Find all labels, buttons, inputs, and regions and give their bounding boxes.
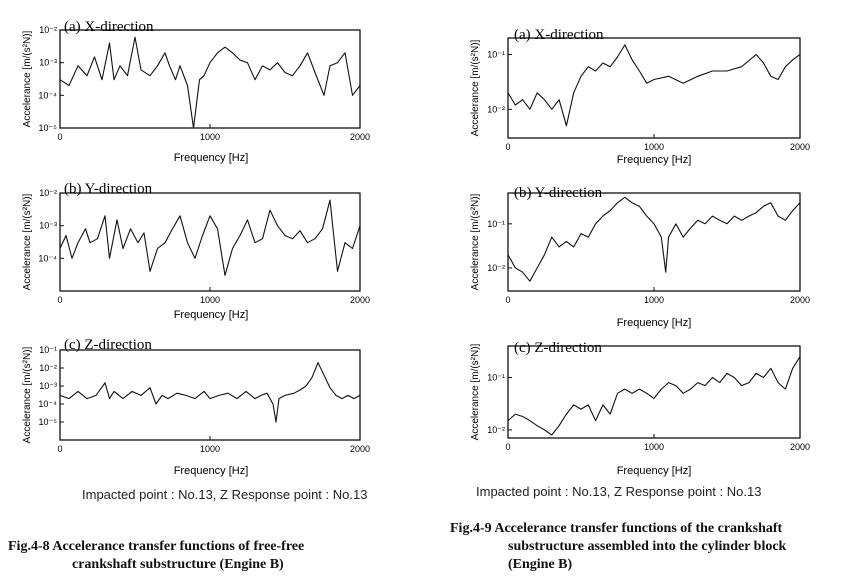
y-tick-label: 10⁻²: [487, 104, 505, 114]
plot-frame: [59, 349, 361, 441]
left-caption-line-2: crankshaft substructure (Engine B): [72, 557, 284, 572]
series-line: [507, 356, 801, 436]
series-line: [507, 196, 801, 282]
x-axis-label: Frequency [Hz]: [174, 309, 249, 321]
chart-panel-right-b: (b) Y-direction Accelerance [m/(s²N)] Freq…: [470, 185, 810, 329]
y-tick-label: 10⁻⁴: [38, 253, 57, 263]
y-tick-label: 10⁻⁵: [39, 417, 58, 427]
x-tick-label: 2000: [790, 295, 810, 305]
x-tick-label: 2000: [350, 295, 370, 305]
x-tick-label: 0: [57, 132, 62, 142]
x-tick-label: 1000: [200, 132, 220, 142]
y-tick-label: 10⁻¹: [39, 345, 57, 355]
plot-frame: [507, 345, 801, 439]
x-tick-label: 2000: [350, 132, 370, 142]
chart-panel-left-c: (c) Z-direction Accelerance [m/(s²N)] Freq…: [22, 337, 370, 477]
x-tick-label: 0: [57, 444, 62, 454]
x-tick-label: 0: [505, 442, 510, 452]
y-tick-label: 10⁻²: [39, 188, 57, 198]
y-tick-label: 10⁻³: [39, 221, 57, 231]
right-caption-line-1: Fig.4-9 Accelerance transfer functions o…: [450, 521, 783, 536]
y-tick-label: 10⁻²: [39, 363, 57, 373]
x-tick-label: 1000: [200, 444, 220, 454]
chart-title: (c) Z-direction: [514, 340, 602, 356]
y-tick-label: 10⁻⁴: [38, 399, 57, 409]
x-axis-label: Frequency [Hz]: [617, 317, 692, 329]
chart-title: (a) X-direction: [64, 19, 154, 35]
chart-title: (b) Y-direction: [64, 181, 153, 197]
y-tick-label: 10⁻³: [39, 58, 57, 68]
x-tick-label: 2000: [790, 442, 810, 452]
y-tick-label: 10⁻¹: [487, 373, 505, 383]
plot-frame: [59, 192, 361, 292]
y-tick-label: 10⁻¹: [487, 50, 505, 60]
series-line: [59, 199, 361, 276]
y-tick-label: 10⁻²: [487, 263, 505, 273]
y-axis-label: Accelerance [m/(s²N)]: [470, 193, 481, 290]
y-tick-label: 10⁻²: [487, 425, 505, 435]
chart-title: (b) Y-direction: [514, 185, 603, 201]
left-measurement-note: Impacted point : No.13, Z Response point…: [82, 487, 368, 502]
x-tick-label: 1000: [200, 295, 220, 305]
series-line: [507, 44, 801, 127]
plot-frame: [507, 192, 801, 292]
x-axis-label: Frequency [Hz]: [617, 465, 692, 477]
x-tick-label: 2000: [350, 444, 370, 454]
series-line: [59, 36, 361, 129]
y-axis-label: Accelerance [m/(s²N)]: [470, 343, 481, 440]
y-axis-label: Accelerance [m/(s²N)]: [22, 30, 33, 127]
chart-panel-right-c: (c) Z-direction Accelerance [m/(s²N)] Freq…: [470, 340, 810, 477]
right-measurement-note: Impacted point : No.13, Z Response point…: [476, 484, 762, 499]
x-tick-label: 0: [57, 295, 62, 305]
right-caption-line-2: substructure assembled into the cylinder…: [508, 539, 787, 554]
x-tick-label: 2000: [790, 142, 810, 152]
x-axis-label: Frequency [Hz]: [617, 154, 692, 166]
y-tick-label: 10⁻⁵: [39, 123, 58, 133]
left-caption-line-1: Fig.4-8 Accelerance transfer functions o…: [8, 539, 305, 554]
y-axis-label: Accelerance [m/(s²N)]: [22, 193, 33, 290]
y-tick-label: 10⁻¹: [487, 219, 505, 229]
y-tick-label: 10⁻²: [39, 25, 57, 35]
y-tick-label: 10⁻³: [39, 381, 57, 391]
plot-frame: [507, 37, 801, 139]
chart-title: (c) Z-direction: [64, 337, 152, 353]
y-axis-label: Accelerance [m/(s²N)]: [470, 39, 481, 136]
x-tick-label: 1000: [644, 142, 664, 152]
y-tick-label: 10⁻⁴: [38, 90, 57, 100]
chart-panel-left-a: (a) X-direction Accelerance [m/(s²N)] Freq…: [22, 19, 370, 164]
x-tick-label: 1000: [644, 442, 664, 452]
y-axis-label: Accelerance [m/(s²N)]: [22, 346, 33, 443]
chart-panel-left-b: (b) Y-direction Accelerance [m/(s²N)] Freq…: [22, 181, 370, 321]
x-tick-label: 0: [505, 295, 510, 305]
x-axis-label: Frequency [Hz]: [174, 465, 249, 477]
chart-panel-right-a: (a) X-direction Accelerance [m/(s²N)] Freq…: [470, 27, 810, 166]
right-caption-line-3: (Engine B): [508, 557, 573, 572]
series-line: [59, 362, 361, 423]
plot-frame: [59, 29, 361, 129]
chart-title: (a) X-direction: [514, 27, 604, 43]
x-axis-label: Frequency [Hz]: [174, 152, 249, 164]
x-tick-label: 0: [505, 142, 510, 152]
x-tick-label: 1000: [644, 295, 664, 305]
